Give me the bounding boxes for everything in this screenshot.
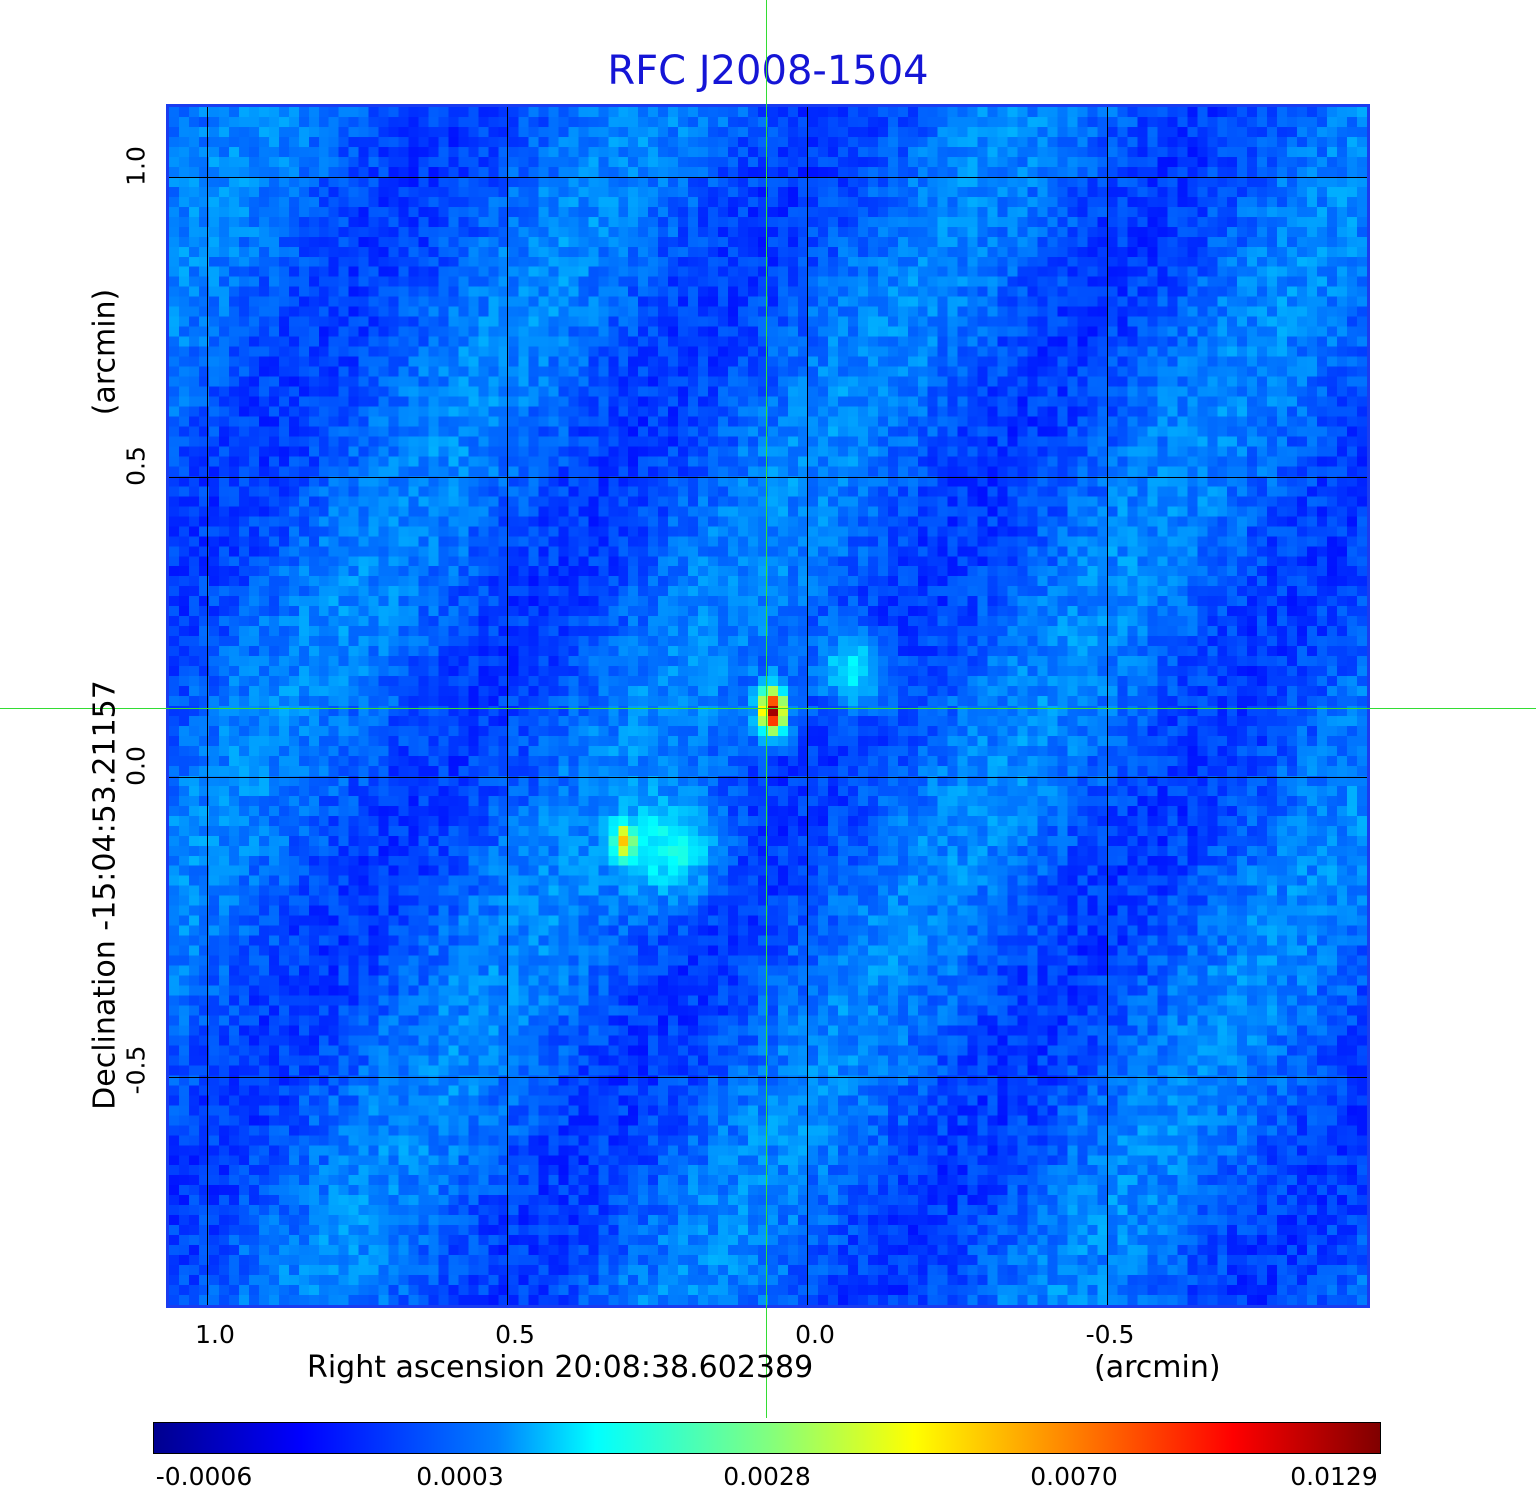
y-tick-label: 1.0 xyxy=(121,146,151,186)
x-tick-label: 0.5 xyxy=(495,1320,535,1349)
y-tick-label: 0.5 xyxy=(121,446,151,486)
x-tick-label: -0.5 xyxy=(1085,1320,1135,1349)
crosshair-horizontal xyxy=(0,708,1536,709)
x-tick-label: 1.0 xyxy=(195,1320,235,1349)
grid-line-ra--0.5 xyxy=(1107,107,1108,1305)
grid-line-ra-0.0 xyxy=(807,107,808,1305)
colorbar-tick-label: 0.0003 xyxy=(416,1462,504,1491)
colorbar-tick-label: -0.0006 xyxy=(155,1462,253,1491)
grid-line-dec-0.0 xyxy=(169,777,1367,778)
y-axis-unit: (arcmin) xyxy=(87,288,123,416)
grid-line-dec-0.5 xyxy=(169,477,1367,478)
grid-line-dec--0.5 xyxy=(169,1077,1367,1078)
image-title: RFC J2008-1504 xyxy=(607,48,929,94)
colorbar-tick-label: 0.0028 xyxy=(723,1462,811,1491)
colorbar-tick-label: 0.0070 xyxy=(1030,1462,1118,1491)
colorbar-tick-label: 0.0129 xyxy=(1290,1462,1378,1491)
x-axis-unit: (arcmin) xyxy=(1094,1350,1221,1385)
crosshair-vertical xyxy=(766,0,767,1418)
x-tick-label: 0.0 xyxy=(795,1320,835,1349)
y-axis-label: Declination -15:04:53.21157 xyxy=(87,680,123,1110)
y-tick-label: 0.0 xyxy=(121,746,151,786)
y-tick-label: -0.5 xyxy=(121,1045,151,1095)
colorbar xyxy=(153,1422,1381,1454)
grid-line-dec-1.0 xyxy=(169,177,1367,178)
radio-image-panel[interactable] xyxy=(166,104,1370,1308)
x-axis-label: Right ascension 20:08:38.602389 xyxy=(307,1350,814,1385)
grid-line-ra-0.5 xyxy=(507,107,508,1305)
radio-intensity-map[interactable] xyxy=(169,107,1367,1305)
grid-line-ra-1.0 xyxy=(207,107,208,1305)
